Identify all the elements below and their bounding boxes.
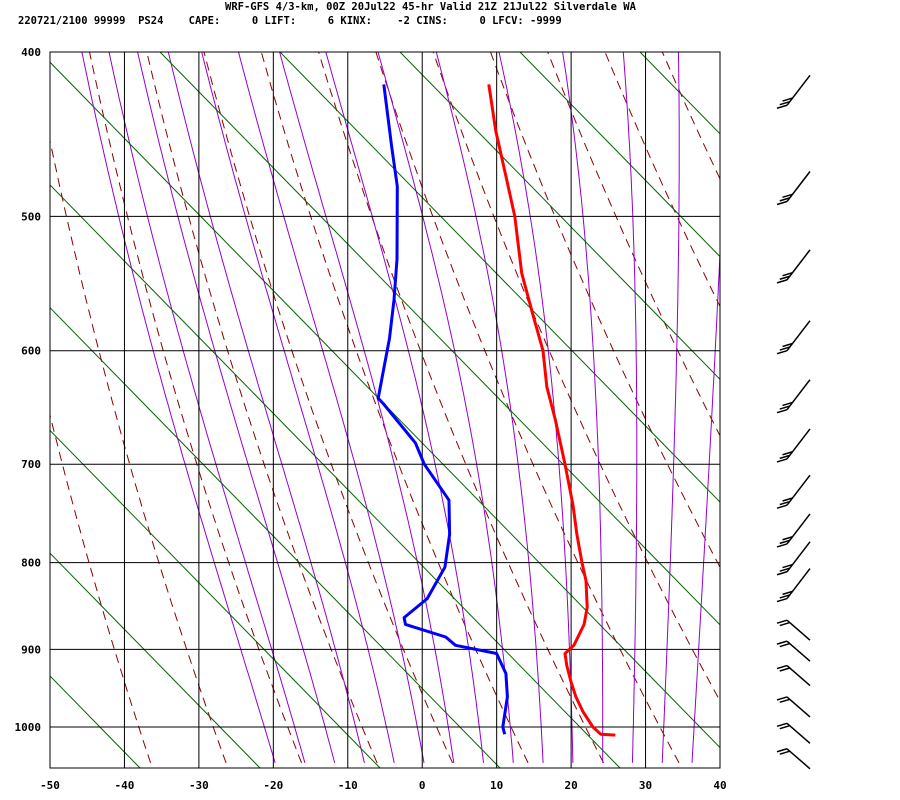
mixing-ratio-line — [760, 52, 900, 768]
mixing-ratio-line — [50, 306, 501, 768]
mixing-ratio-line — [399, 52, 720, 381]
mixing-ratio-line — [50, 429, 381, 768]
wind-barb — [776, 748, 811, 770]
wind-barb — [776, 640, 811, 662]
moist-adiabat-line — [622, 52, 638, 763]
wind-barb — [776, 568, 811, 603]
dry-adiabat-line — [146, 52, 378, 764]
dry-adiabat-line — [432, 52, 720, 702]
pressure-tick-label: 800 — [21, 557, 41, 570]
dry-adiabat-line — [661, 52, 720, 180]
moist-adiabat-line — [661, 52, 680, 763]
temperature-axis-labels: -50 -40 -30 -20 -10 0 10 20 30 40 — [40, 779, 727, 792]
temperature-tick-label: -10 — [338, 779, 358, 792]
sounding-indices: 220721/2100 99999 PS24 CAPE: 0 LIFT: 6 K… — [18, 15, 562, 27]
pressure-tick-label: 600 — [21, 345, 41, 358]
temperature-tick-label: 40 — [713, 779, 726, 792]
pressure-axis-labels: 400 500 600 700 800 900 1000 — [15, 46, 42, 734]
wind-barb — [776, 474, 811, 509]
wind-barb-column — [776, 74, 811, 770]
temperature-tick-label: -50 — [40, 779, 60, 792]
moist-adiabat-line — [81, 52, 276, 764]
moist-adiabat-line — [137, 52, 336, 764]
dry-adiabat-line — [318, 52, 604, 764]
temperature-tick-label: 20 — [564, 779, 577, 792]
dry-adiabat-line — [719, 52, 720, 55]
wind-barb — [776, 320, 811, 355]
sounding-profiles — [376, 84, 616, 737]
wind-barb — [776, 664, 811, 687]
chart-header: WRF-GFS 4/3-km, 00Z 20Jul22 45-hr Valid … — [0, 0, 900, 34]
mixing-ratio-line — [279, 52, 720, 503]
moist-adiabat-line — [237, 52, 425, 763]
model-run-title: WRF-GFS 4/3-km, 00Z 20Jul22 45-hr Valid … — [225, 1, 636, 13]
mixing-ratio-line — [50, 552, 261, 768]
mixing-ratio-line — [519, 52, 720, 258]
mixing-ratio-line — [50, 184, 621, 768]
temperature-tick-label: -40 — [115, 779, 135, 792]
dry-adiabat-line — [489, 52, 720, 569]
temperature-profile-line — [487, 84, 616, 737]
mixing-ratio-line — [880, 52, 900, 768]
moist-adiabat-line — [279, 52, 455, 763]
pressure-tick-label: 500 — [21, 210, 41, 223]
wind-barb — [776, 428, 811, 463]
wind-barb — [776, 74, 811, 109]
dry-adiabat-line — [872, 14, 900, 763]
moist-adiabat-line — [201, 52, 395, 763]
wind-barb — [776, 619, 811, 641]
wind-barb — [776, 171, 811, 206]
dry-adiabat-line — [375, 52, 680, 764]
moist-adiabat-line — [562, 52, 604, 763]
temperature-tick-label: 30 — [639, 779, 652, 792]
dry-adiabat-line — [547, 52, 720, 437]
dewpoint-profile-line — [376, 84, 509, 735]
pressure-tick-label: 400 — [21, 46, 41, 59]
thermo-background-lines — [0, 14, 900, 768]
dry-adiabat-line — [203, 52, 454, 764]
dry-adiabat-line — [815, 14, 900, 763]
dry-adiabat-line — [260, 52, 529, 764]
dry-adiabat-line — [759, 14, 900, 763]
plot-grid — [49, 51, 721, 768]
temperature-tick-label: 10 — [490, 779, 503, 792]
temperature-tick-label: 0 — [419, 779, 426, 792]
temperature-tick-label: -20 — [263, 779, 283, 792]
pressure-tick-label: 1000 — [15, 721, 42, 734]
moist-adiabat-line — [722, 14, 776, 763]
mixing-ratio-line — [159, 52, 720, 626]
temperature-tick-label: -30 — [189, 779, 209, 792]
wind-barb — [776, 379, 811, 414]
pressure-tick-label: 900 — [21, 643, 41, 656]
moist-adiabat-line — [167, 52, 365, 764]
moist-adiabat-line — [435, 52, 544, 763]
wind-barb — [776, 513, 811, 548]
moist-adiabat-line — [691, 242, 720, 763]
wind-barb — [776, 541, 811, 576]
wind-barb — [776, 249, 811, 284]
wind-barb — [776, 696, 811, 718]
moist-adiabat-line — [108, 52, 306, 764]
wind-barb — [776, 722, 811, 744]
dry-adiabat-line — [88, 52, 303, 764]
plot-frame — [49, 51, 721, 769]
pressure-tick-label: 700 — [21, 458, 41, 471]
mixing-ratio-line — [50, 675, 141, 768]
mixing-ratio-line — [0, 52, 20, 768]
moist-adiabat-line — [325, 52, 484, 763]
